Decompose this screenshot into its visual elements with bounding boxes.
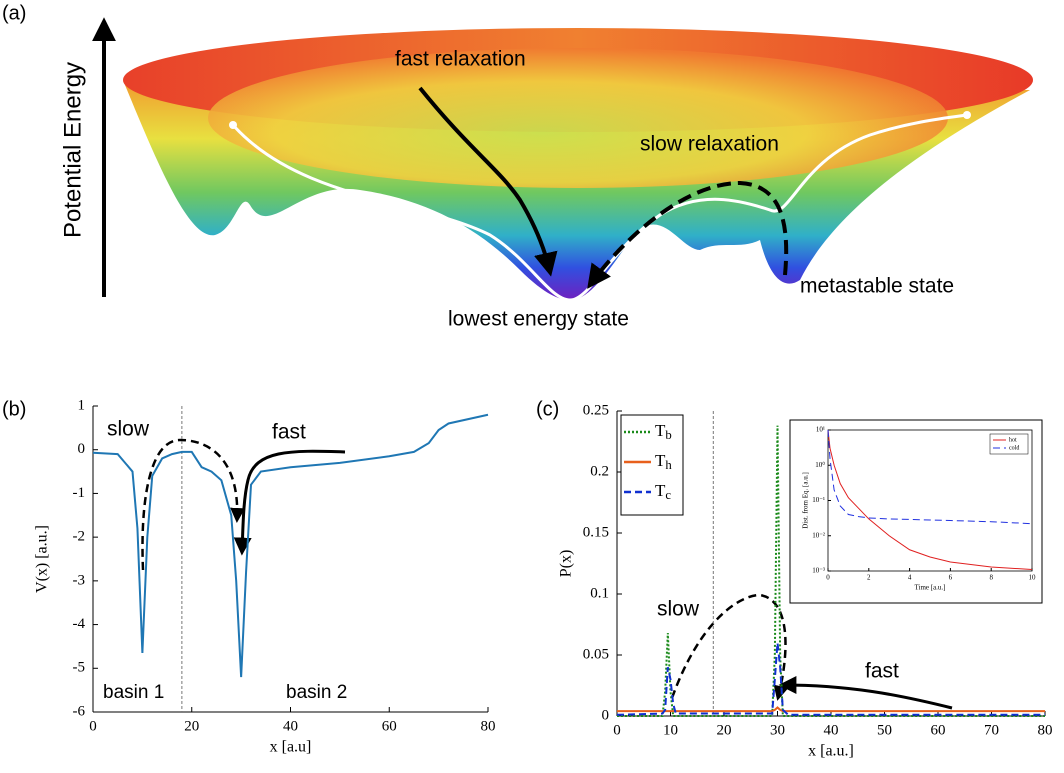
annotation: fast <box>865 660 899 683</box>
series-line <box>617 706 1045 713</box>
y-axis-label: Potential Energy <box>59 62 86 238</box>
y-tick-label: 10⁰ <box>815 461 825 469</box>
legend-label: Tc <box>655 481 671 502</box>
x-tick-label: 6 <box>949 574 953 582</box>
y-tick-label: 10⁻³ <box>812 567 825 575</box>
y-tick-label: 1 <box>78 397 86 413</box>
x-tick-label: 60 <box>931 722 946 738</box>
x-tick-label: 0 <box>89 718 97 734</box>
x-tick-label: 10 <box>663 722 678 738</box>
annotation: slow <box>657 598 700 621</box>
series-line <box>616 642 1045 716</box>
legend-label: Tb <box>655 421 672 442</box>
legend-label: cold <box>1009 445 1019 451</box>
panel-label: (c) <box>536 398 559 420</box>
x-tick-label: 80 <box>481 718 496 734</box>
fast-arrow <box>233 449 346 556</box>
legend-box <box>989 433 1029 455</box>
slow-arrow <box>670 593 789 701</box>
x-tick-label: 0 <box>826 574 830 582</box>
panel-a: (a) Potential Energy fast relaxation slo… <box>2 2 1033 331</box>
x-tick-label: 20 <box>184 718 199 734</box>
profile-end <box>229 121 237 129</box>
series-line <box>617 425 1045 717</box>
annotation: basin 1 <box>103 682 164 703</box>
annotation: metastable state <box>800 275 954 298</box>
y-tick-label: -1 <box>73 485 86 501</box>
series-line <box>92 413 489 678</box>
panel-label: (a) <box>2 2 26 24</box>
series-line <box>827 429 1033 571</box>
y-tick-label: 10⁻² <box>812 531 825 539</box>
slow-arrow <box>587 180 789 289</box>
x-tick-label: 2 <box>867 574 871 582</box>
annotation: fast relaxation <box>395 48 526 71</box>
y-tick-label: 0.25 <box>583 402 609 418</box>
x-tick-label: 4 <box>908 574 912 582</box>
x-tick-label: 30 <box>770 722 785 738</box>
series-line <box>827 429 1033 525</box>
y-tick-label: 0.2 <box>590 463 609 479</box>
legend-box <box>620 414 684 516</box>
annotation: fast <box>272 421 306 444</box>
legend-label: hot <box>1009 437 1017 443</box>
x-axis-label: x [a.u] <box>270 739 312 756</box>
x-tick-label: 40 <box>824 722 839 738</box>
y-tick-label: -4 <box>73 616 86 632</box>
y-tick-label: 0.1 <box>590 585 609 601</box>
y-tick-label: 0.15 <box>583 524 609 540</box>
y-tick-label: -5 <box>73 660 86 676</box>
y-axis-label: P(x) <box>558 550 575 578</box>
annotation: basin 2 <box>286 682 347 703</box>
y-tick-label: 10⁻¹ <box>812 496 825 504</box>
x-axis-label: x [a.u.] <box>808 743 854 760</box>
x-tick-label: 80 <box>1038 722 1053 738</box>
x-tick-label: 60 <box>382 718 397 734</box>
x-tick-label: 20 <box>717 722 732 738</box>
x-tick-label: 70 <box>984 722 999 738</box>
x-tick-label: 0 <box>613 722 621 738</box>
y-tick-label: 0.05 <box>583 646 609 662</box>
x-tick-label: 8 <box>989 574 993 582</box>
y-tick-label: -3 <box>73 572 86 588</box>
y-axis-label: V(x) [a.u.] <box>34 525 51 593</box>
x-tick-label: 40 <box>283 718 298 734</box>
y-tick-label: 0 <box>602 707 610 723</box>
profile-end <box>963 111 971 119</box>
y-axis-label: Dist. from Eq. [a.u.] <box>802 472 810 529</box>
x-tick-label: 50 <box>877 722 892 738</box>
panel-label: (b) <box>2 398 26 420</box>
x-axis-label: Time [a.u.] <box>914 583 945 591</box>
y-tick-label: 10¹ <box>816 426 825 434</box>
fast-arrow <box>418 86 558 277</box>
y-tick-label: -6 <box>73 703 86 719</box>
annotation: slow relaxation <box>640 133 779 156</box>
legend-label: Th <box>655 451 672 472</box>
fast-arrow <box>778 676 953 710</box>
y-tick-label: 0 <box>78 441 86 457</box>
annotation: slow <box>107 418 150 441</box>
y-tick-label: -2 <box>73 529 86 545</box>
surface-inner <box>208 48 948 188</box>
annotation: lowest energy state <box>448 308 629 331</box>
x-tick-label: 10 <box>1029 574 1037 582</box>
slow-arrow <box>141 438 246 571</box>
